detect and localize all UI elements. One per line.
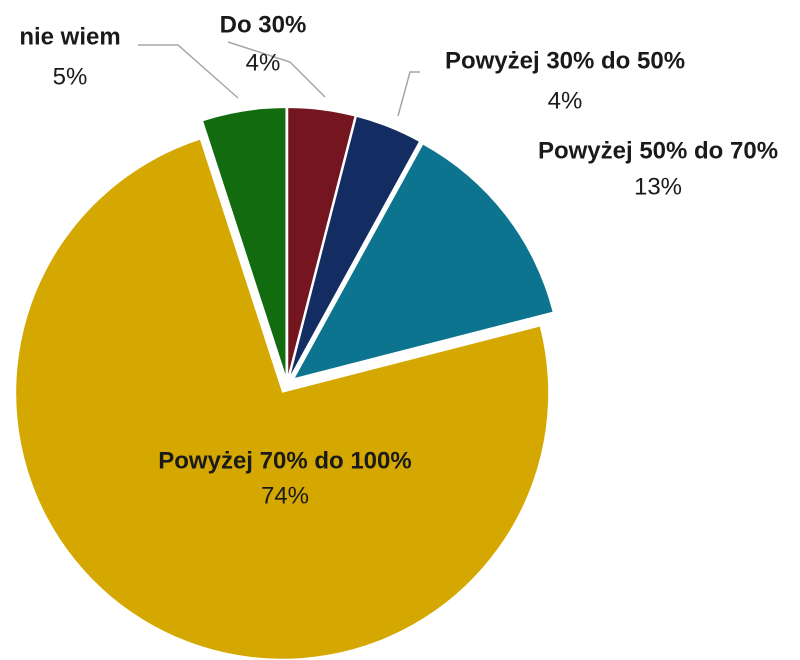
slice-label: nie wiem [19,23,120,50]
slice-value-label: 4% [246,49,281,76]
slice-label: Do 30% [220,11,307,38]
pie-slice [294,144,553,378]
leader-line [227,41,326,98]
pie-slice [203,108,286,375]
pie-slice [288,108,355,375]
slice-label: Powyżej 30% do 50% [445,47,685,74]
slice-value-label: 13% [634,173,682,200]
slice-label: Powyżej 50% do 70% [538,137,778,164]
slice-label: Powyżej 70% do 100% [158,447,411,474]
pie-slice [16,139,549,659]
leader-line [138,44,239,99]
slice-value-label: 74% [261,482,309,509]
pie-slice [290,117,419,375]
leader-line [397,71,420,117]
slice-value-label: 4% [548,87,583,114]
slice-value-label: 5% [53,63,88,90]
